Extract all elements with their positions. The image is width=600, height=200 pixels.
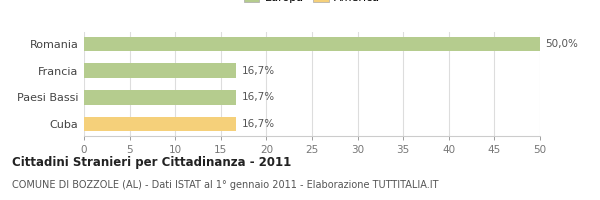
Bar	[84, 117, 236, 131]
Text: 16,7%: 16,7%	[242, 66, 275, 76]
Legend: Europa, America: Europa, America	[239, 0, 385, 7]
Text: 16,7%: 16,7%	[242, 119, 275, 129]
Text: Cittadini Stranieri per Cittadinanza - 2011: Cittadini Stranieri per Cittadinanza - 2…	[12, 156, 291, 169]
Text: 50,0%: 50,0%	[545, 39, 578, 49]
Text: 16,7%: 16,7%	[242, 92, 275, 102]
Text: COMUNE DI BOZZOLE (AL) - Dati ISTAT al 1° gennaio 2011 - Elaborazione TUTTITALIA: COMUNE DI BOZZOLE (AL) - Dati ISTAT al 1…	[12, 180, 439, 190]
Bar	[84, 63, 236, 78]
Bar	[84, 90, 236, 105]
Bar	[84, 37, 540, 51]
